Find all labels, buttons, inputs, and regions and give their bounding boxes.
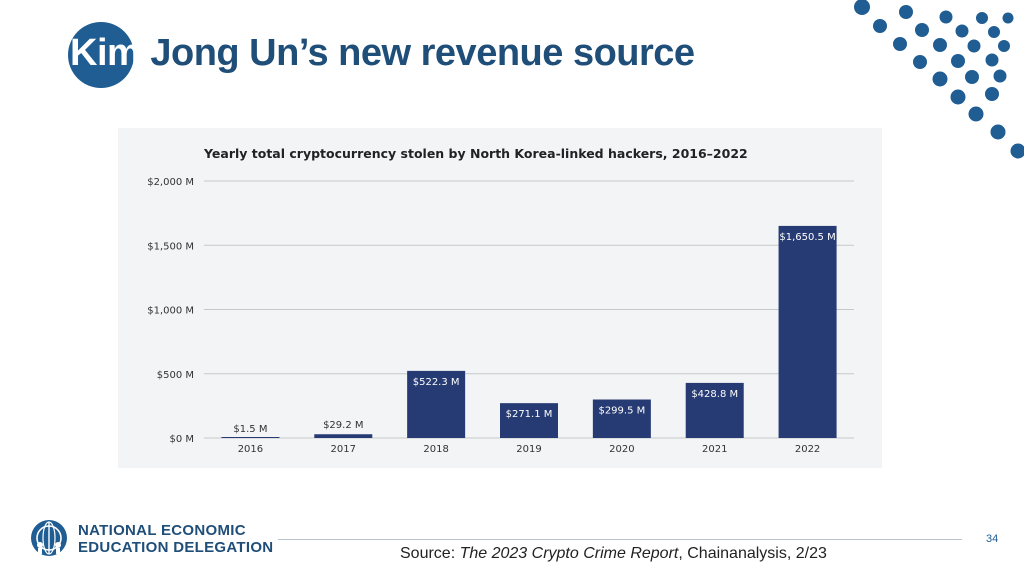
bar xyxy=(500,403,558,438)
title-rest: Jong Un’s new revenue source xyxy=(140,32,695,74)
chart-title: Yearly total cryptocurrency stolen by No… xyxy=(203,146,748,161)
bar xyxy=(592,399,651,438)
logo-line2: EDUCATION DELEGATION xyxy=(78,539,274,556)
bar xyxy=(221,437,280,438)
bar xyxy=(314,434,373,438)
logo-line1: NATIONAL ECONOMIC xyxy=(78,522,246,539)
y-tick-label: $0 M xyxy=(169,434,194,445)
y-tick-label: $500 M xyxy=(157,370,194,381)
y-tick-label: $1,000 M xyxy=(147,306,194,317)
y-tick-label: $2,000 M xyxy=(147,177,194,188)
bar-value-label: $1.5 M xyxy=(233,424,267,435)
title-circle-icon xyxy=(68,22,134,88)
x-tick-label: 2018 xyxy=(423,444,448,455)
footer-divider xyxy=(278,539,962,540)
x-tick-label: 2019 xyxy=(516,444,541,455)
dot-pattern-decoration xyxy=(854,0,1024,159)
x-tick-label: 2021 xyxy=(702,444,727,455)
source-prefix: Source: xyxy=(400,545,460,562)
source-citation: Source: The 2023 Crypto Crime Report, Ch… xyxy=(400,545,827,563)
bar-value-label: $522.3 M xyxy=(413,377,460,388)
bar-value-label: $299.5 M xyxy=(598,406,645,417)
source-suffix: , Chainanalysis, 2/23 xyxy=(678,545,827,562)
bar xyxy=(407,370,466,438)
title-text: Kim Jong Un’s new revenue source xyxy=(70,32,695,75)
bar xyxy=(685,382,744,438)
chart-panel: Yearly total cryptocurrency stolen by No… xyxy=(118,128,882,468)
source-work: The 2023 Crypto Crime Report xyxy=(459,545,679,562)
x-tick-label: 2016 xyxy=(238,444,263,455)
organization-logo: NATIONAL ECONOMIC EDUCATION DELEGATION xyxy=(30,519,274,559)
y-tick-label: $1,500 M xyxy=(147,241,194,252)
title-first-word: Kim xyxy=(70,32,141,74)
bar-value-label: $1,650.5 M xyxy=(779,232,835,243)
x-tick-label: 2020 xyxy=(609,444,634,455)
bar-value-label: $271.1 M xyxy=(506,409,553,420)
page-number: 34 xyxy=(986,533,999,545)
bar-value-label: $428.8 M xyxy=(691,389,738,400)
bar-chart: Yearly total cryptocurrency stolen by No… xyxy=(147,146,854,455)
x-tick-label: 2017 xyxy=(331,444,356,455)
x-tick-label: 2022 xyxy=(795,444,820,455)
bar xyxy=(778,225,837,438)
globe-people-icon xyxy=(31,520,67,556)
bar-value-label: $29.2 M xyxy=(323,420,363,431)
